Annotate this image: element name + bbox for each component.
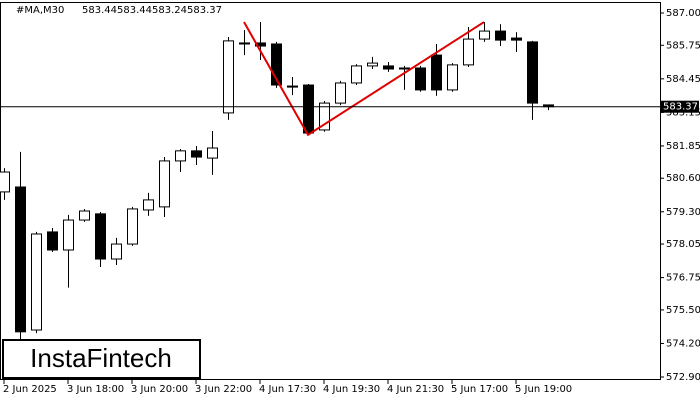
candle-body <box>95 213 106 260</box>
y-tick-label: 583.15 <box>666 107 700 118</box>
candle-body <box>495 30 506 41</box>
candle-body <box>255 42 266 47</box>
price-label: 583.37 <box>663 102 698 113</box>
candle-body <box>351 65 362 84</box>
candle-body <box>207 147 218 159</box>
candle-body <box>319 102 330 131</box>
watermark: InstaFintech <box>2 339 201 379</box>
candle-body <box>367 62 378 67</box>
y-tick-label: 581.85 <box>666 141 700 152</box>
y-tick-label: 572.90 <box>666 372 700 383</box>
candle-body <box>383 65 394 70</box>
candle-body <box>223 40 234 114</box>
candle-body <box>399 67 410 70</box>
candle-body <box>431 54 442 91</box>
y-tick-label: 576.75 <box>666 273 700 284</box>
x-tick-label: 3 Jun 22:00 <box>195 384 252 395</box>
y-tick-label: 574.20 <box>666 338 700 349</box>
candle-body <box>303 84 314 134</box>
symbol: #MA,M30 <box>16 5 64 16</box>
header-open: 583.44 <box>82 5 117 16</box>
header-high: 583.44 <box>117 5 152 16</box>
candle-body <box>111 243 122 260</box>
candle-body <box>191 150 202 158</box>
y-tick-label: 579.30 <box>666 207 700 218</box>
candle-body <box>447 64 458 91</box>
candle-body <box>159 160 170 208</box>
x-tick-label: 4 Jun 19:30 <box>323 384 380 395</box>
candle-body <box>239 42 250 45</box>
candle-body <box>511 37 522 41</box>
candle-body <box>335 82 346 104</box>
x-tick-label: 3 Jun 18:00 <box>67 384 124 395</box>
x-tick-label: 5 Jun 19:00 <box>515 384 572 395</box>
y-tick-label: 580.60 <box>666 173 700 184</box>
y-tick-label: 587.00 <box>666 8 700 19</box>
x-tick-label: 2 Jun 2025 <box>3 384 57 395</box>
candle-body <box>63 219 74 251</box>
x-tick-label: 4 Jun 21:30 <box>387 384 444 395</box>
pattern-line <box>243 21 485 137</box>
candle-body <box>0 171 10 193</box>
price-label-box <box>661 100 699 113</box>
candle-body <box>463 38 474 66</box>
candle-body <box>271 43 282 86</box>
header-low: 583.24 <box>152 5 187 16</box>
x-tick-label: 4 Jun 17:30 <box>259 384 316 395</box>
watermark-text: InstaFintech <box>30 343 172 373</box>
x-tick-label: 3 Jun 20:00 <box>131 384 188 395</box>
candle-body <box>479 30 490 40</box>
header-close: 583.37 <box>187 5 222 16</box>
y-tick-label: 575.50 <box>666 305 700 316</box>
candle-body <box>527 41 538 104</box>
y-tick-label: 585.75 <box>666 40 700 51</box>
candle-body <box>287 85 298 88</box>
candle-body <box>15 186 26 333</box>
candle-body <box>79 210 90 221</box>
watermark-box <box>2 339 201 379</box>
candle-body <box>31 233 42 331</box>
candle-body <box>175 150 186 162</box>
candle-body <box>143 199 154 211</box>
candle-body <box>47 231 58 251</box>
candle-body <box>415 67 426 91</box>
header: #MA,M30 583.44 583.44 583.24 583.37 <box>16 5 222 16</box>
x-tick-label: 5 Jun 17:00 <box>451 384 508 395</box>
candle-body <box>127 208 138 245</box>
y-tick-label: 584.45 <box>666 74 700 85</box>
y-tick-label: 578.05 <box>666 239 700 250</box>
